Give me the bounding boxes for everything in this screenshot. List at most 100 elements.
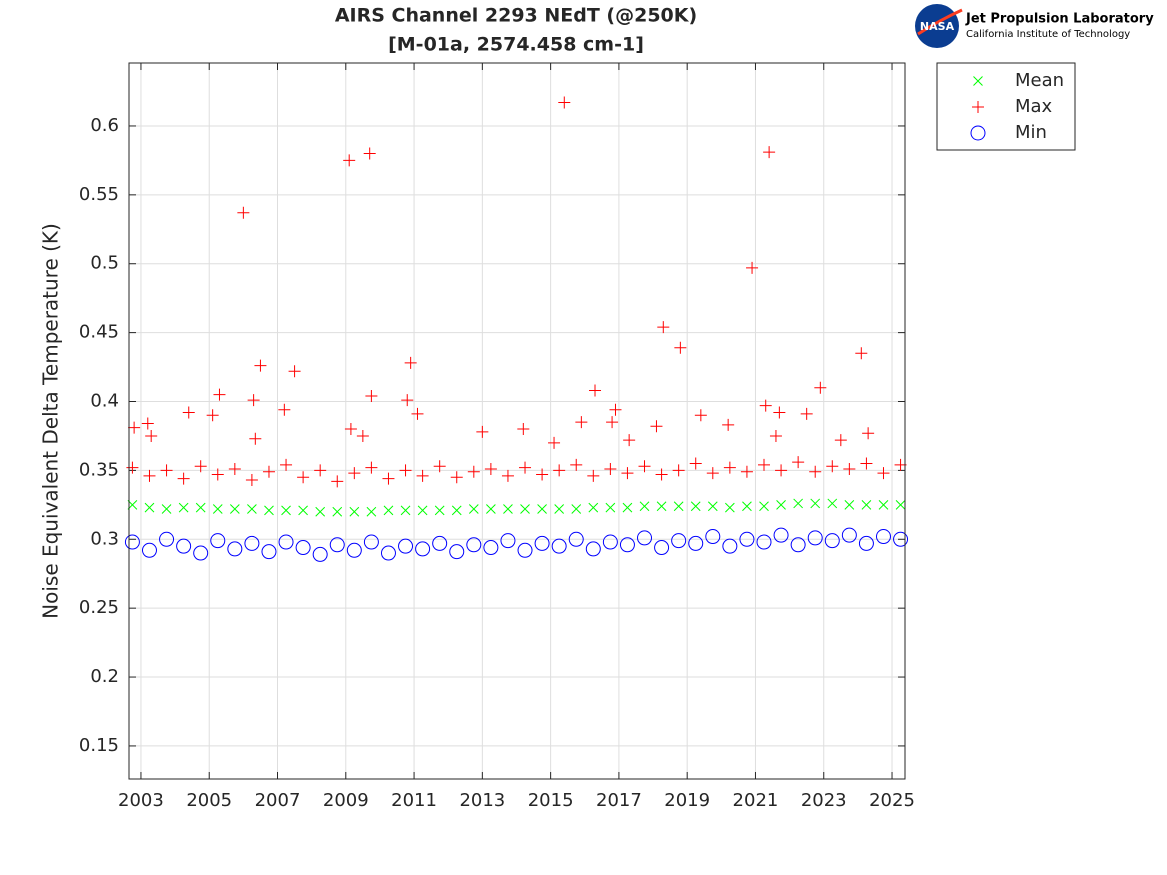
point xyxy=(672,464,685,477)
point xyxy=(688,535,704,551)
legend-label: Min xyxy=(1015,122,1047,143)
x-tick-label: 2005 xyxy=(186,790,232,811)
point xyxy=(128,421,141,434)
point xyxy=(400,505,411,516)
point xyxy=(348,467,361,480)
point xyxy=(519,461,532,474)
y-tick-label: 0.35 xyxy=(79,459,119,480)
point xyxy=(329,537,345,553)
point xyxy=(790,537,806,553)
y-tick-label: 0.2 xyxy=(90,666,119,687)
point xyxy=(365,461,378,474)
point xyxy=(637,530,653,546)
point xyxy=(671,533,687,549)
point xyxy=(589,384,602,397)
point xyxy=(486,504,496,514)
point xyxy=(501,469,514,482)
point xyxy=(773,527,789,543)
point xyxy=(124,534,140,550)
point xyxy=(247,394,260,407)
point xyxy=(281,505,291,516)
chart-title: AIRS Channel 2293 NEdT (@250K) xyxy=(335,5,697,27)
point xyxy=(548,436,561,449)
x-tick-label: 2007 xyxy=(255,790,301,811)
point xyxy=(554,504,565,514)
point xyxy=(160,464,173,477)
point xyxy=(161,504,172,514)
point xyxy=(500,533,516,549)
point xyxy=(656,501,667,512)
point xyxy=(520,504,530,514)
point xyxy=(145,429,158,442)
point xyxy=(212,504,223,514)
point xyxy=(346,542,362,558)
point xyxy=(363,147,376,160)
point xyxy=(213,388,226,401)
point xyxy=(639,501,650,512)
point xyxy=(298,505,308,516)
point xyxy=(411,407,424,420)
point xyxy=(694,409,707,422)
logo-badge: NASA xyxy=(920,20,955,33)
point xyxy=(759,399,772,412)
point xyxy=(278,403,291,416)
point xyxy=(800,407,813,420)
point xyxy=(776,499,786,510)
point xyxy=(383,505,394,516)
point xyxy=(810,498,821,509)
point xyxy=(517,542,533,558)
point xyxy=(249,432,262,445)
point xyxy=(619,537,635,553)
point xyxy=(126,461,139,474)
point xyxy=(622,502,633,513)
point xyxy=(746,261,759,274)
point xyxy=(587,469,600,482)
y-tick-label: 0.5 xyxy=(90,253,119,274)
point xyxy=(365,389,378,402)
logo-name: Jet Propulsion Laboratory xyxy=(965,12,1154,27)
point xyxy=(893,531,909,547)
point xyxy=(195,502,206,513)
point xyxy=(433,460,446,473)
point xyxy=(862,427,875,440)
point xyxy=(366,506,377,517)
point xyxy=(194,460,207,473)
x-tick-label: 2015 xyxy=(528,790,574,811)
point xyxy=(654,540,670,556)
point xyxy=(484,463,497,476)
point xyxy=(288,365,301,378)
point xyxy=(650,420,663,433)
point xyxy=(177,472,190,485)
point xyxy=(759,501,769,512)
point xyxy=(380,545,396,561)
point xyxy=(655,468,668,481)
point xyxy=(193,545,209,561)
point xyxy=(312,546,328,562)
point xyxy=(575,416,588,429)
point xyxy=(775,464,788,477)
point xyxy=(689,457,702,470)
point xyxy=(623,434,636,447)
point xyxy=(690,501,701,512)
chart-subtitle: [M-01a, 2574.458 cm-1] xyxy=(388,34,644,56)
point xyxy=(877,467,890,480)
point xyxy=(363,534,379,550)
point xyxy=(210,533,226,549)
point xyxy=(844,499,855,510)
axes-box xyxy=(128,62,906,780)
point xyxy=(551,538,567,554)
point xyxy=(602,534,618,550)
point xyxy=(858,535,874,551)
point xyxy=(182,406,195,419)
point xyxy=(763,146,776,159)
point xyxy=(278,534,294,550)
legend: Mean Max Min xyxy=(936,62,1076,151)
logo-badge-circle xyxy=(915,4,959,48)
point xyxy=(295,540,311,556)
point xyxy=(568,531,584,547)
point xyxy=(553,464,566,477)
point xyxy=(588,502,599,513)
point xyxy=(517,423,530,436)
point xyxy=(814,381,827,394)
y-axis-label: Noise Equivalent Delta Temperature (K) xyxy=(39,223,63,619)
